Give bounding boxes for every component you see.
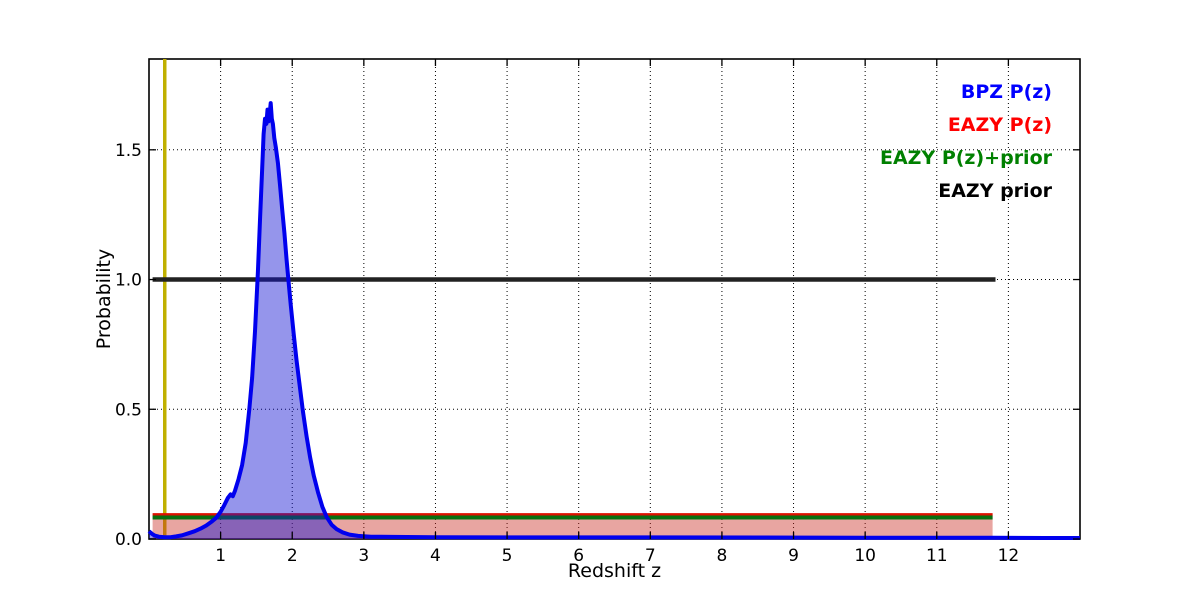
svg-text:0.0: 0.0 <box>115 530 142 550</box>
svg-text:1: 1 <box>215 546 226 566</box>
legend-item-eazy-prior: EAZY prior <box>938 180 1052 202</box>
svg-text:12: 12 <box>998 546 1020 566</box>
legend-item-bpz-pz: BPZ P(z) <box>960 81 1052 103</box>
svg-text:9: 9 <box>788 546 799 566</box>
series-fill-eazy-p-z <box>152 514 993 539</box>
gridlines <box>149 59 1080 539</box>
series-line-bpz-p-z <box>147 101 1080 540</box>
svg-text:7: 7 <box>645 546 656 566</box>
svg-text:11: 11 <box>926 546 948 566</box>
svg-text:1.0: 1.0 <box>115 271 142 291</box>
svg-text:2: 2 <box>287 546 298 566</box>
svg-text:5: 5 <box>502 546 513 566</box>
svg-text:3: 3 <box>358 546 369 566</box>
svg-text:6: 6 <box>573 546 584 566</box>
y-tick-labels: 0.0 0.5 1.0 1.5 <box>115 141 142 550</box>
legend-item-eazy-pz: EAZY P(z) <box>947 114 1052 136</box>
svg-text:10: 10 <box>854 546 876 566</box>
svg-text:4: 4 <box>430 546 441 566</box>
series-fill-bpz-p-z <box>149 103 1080 539</box>
legend: BPZ P(z) EAZY P(z) EAZY P(z)+prior EAZY … <box>880 76 1052 208</box>
legend-item-eazy-pz-prior: EAZY P(z)+prior <box>879 147 1052 169</box>
svg-text:1.5: 1.5 <box>115 141 142 161</box>
svg-text:0.5: 0.5 <box>115 400 142 420</box>
x-tick-labels: 1 2 3 4 5 6 7 8 9 10 11 12 <box>215 546 1019 566</box>
svg-text:8: 8 <box>717 546 728 566</box>
x-axis-label: Redshift z <box>567 560 662 582</box>
tick-marks <box>149 59 1080 540</box>
y-axis-label: Probability <box>93 248 115 350</box>
